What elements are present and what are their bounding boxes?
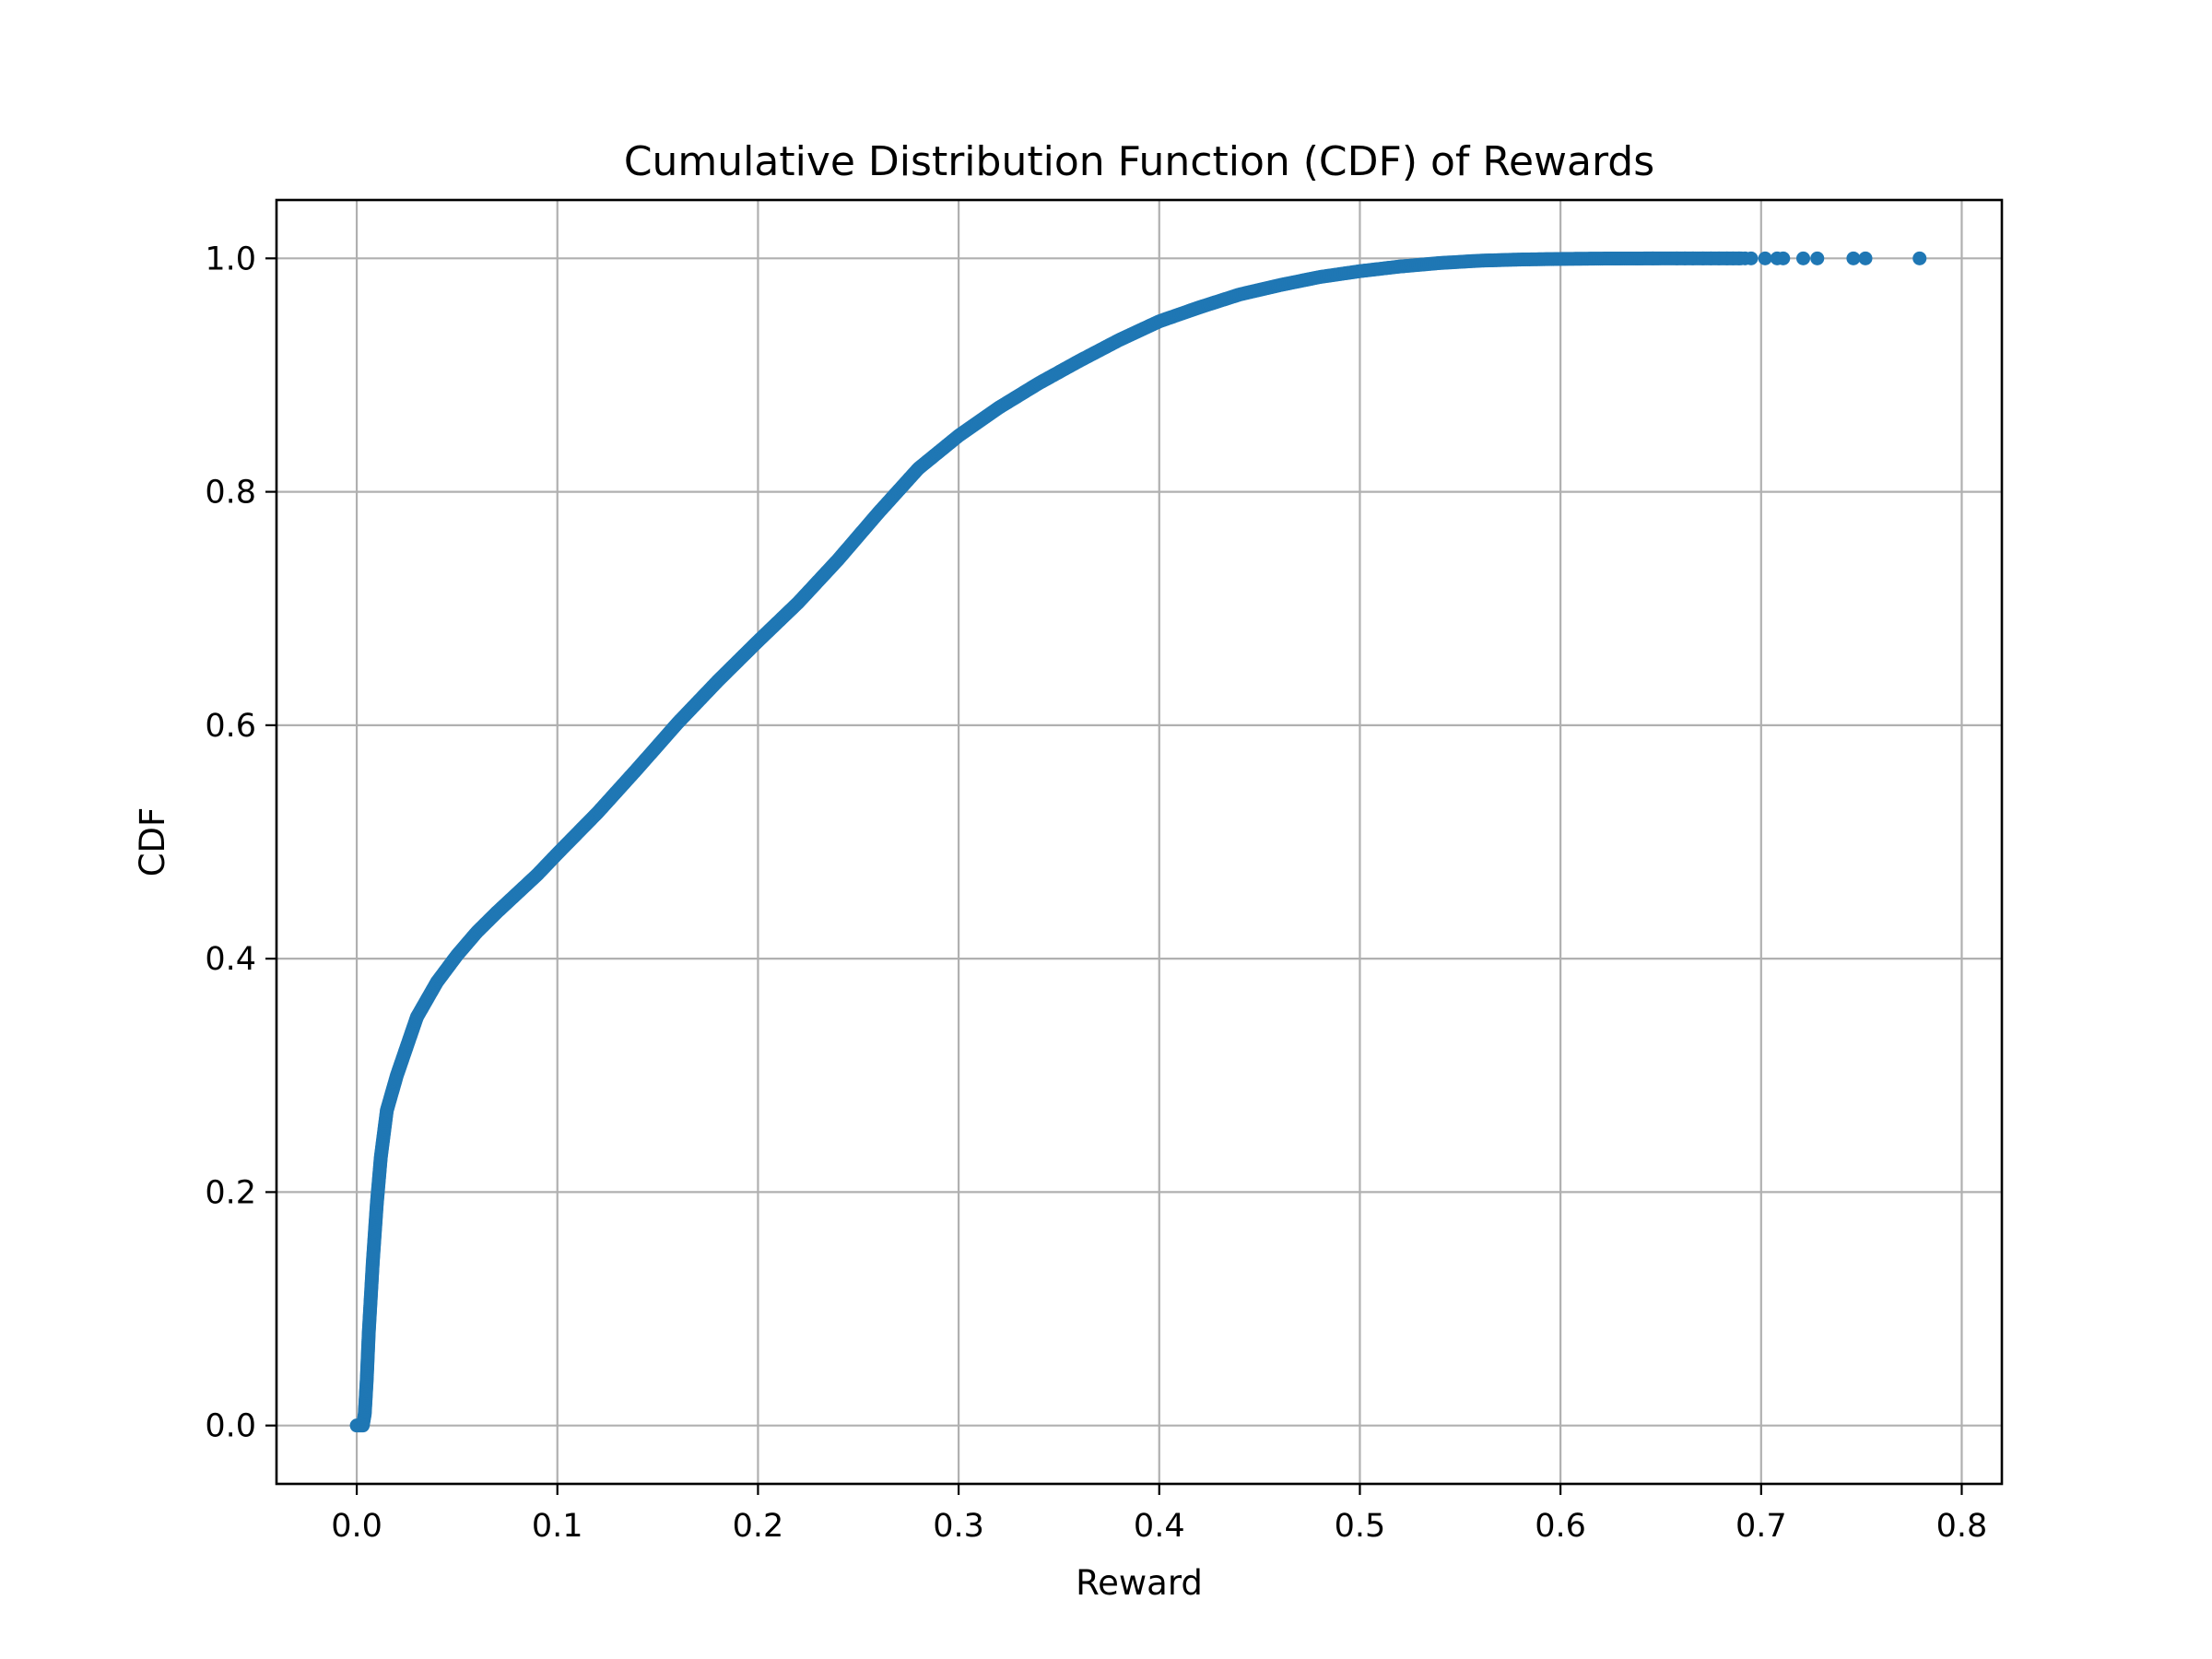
outlier-point: [1810, 251, 1825, 265]
y-tick-label: 0.4: [205, 941, 256, 978]
outlier-point: [1744, 251, 1759, 265]
x-tick-label: 0.6: [1535, 1508, 1586, 1545]
y-tick-label: 0.2: [205, 1174, 256, 1211]
x-tick-label: 0.7: [1735, 1508, 1787, 1545]
data-points: [349, 251, 1927, 1433]
outlier-point: [1645, 251, 1660, 265]
outlier-point: [1912, 251, 1927, 265]
x-tick-label: 0.2: [733, 1508, 784, 1545]
x-tick-label: 0.0: [331, 1508, 382, 1545]
outlier-point: [1796, 251, 1811, 265]
chart-title: Cumulative Distribution Function (CDF) o…: [624, 138, 1654, 185]
y-tick-label: 0.8: [205, 475, 256, 512]
grid-lines: [276, 200, 2002, 1484]
x-tick-label: 0.8: [1936, 1508, 1988, 1545]
outlier-point: [1758, 251, 1772, 265]
x-tick-label: 0.4: [1134, 1508, 1185, 1545]
y-axis-label: CDF: [133, 807, 172, 877]
x-tick-label: 0.3: [933, 1508, 984, 1545]
outlier-point: [1858, 251, 1873, 265]
x-tick-label: 0.5: [1335, 1508, 1386, 1545]
y-tick-label: 1.0: [205, 241, 256, 277]
outlier-point: [1846, 251, 1861, 265]
y-tick-label: 0.6: [205, 708, 256, 745]
outlier-point: [1686, 251, 1700, 265]
plot-frame: [275, 198, 2004, 1486]
axis-ticks: 0.0 0.1 0.2 0.3 0.4 0.5 0.6 0.7 0.8 0.0 0.2 0.4 0.6 0…: [205, 241, 1987, 1545]
x-axis-label: Reward: [1076, 1563, 1203, 1603]
y-tick-label: 0.0: [205, 1408, 256, 1445]
outlier-point: [1776, 251, 1791, 265]
x-tick-label: 0.1: [532, 1508, 583, 1545]
